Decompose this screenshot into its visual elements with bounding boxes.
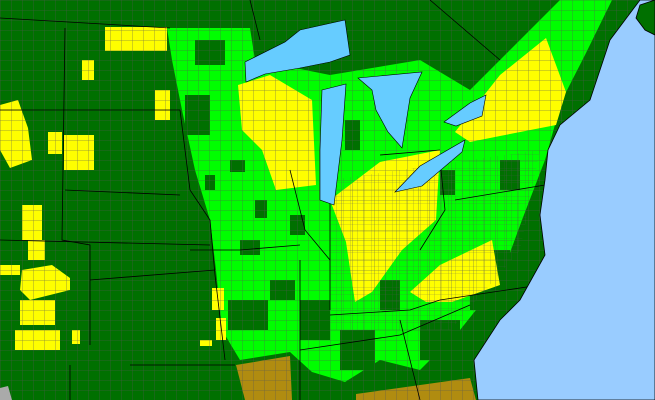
lake-erie <box>394 139 466 193</box>
lake-superior <box>244 19 351 83</box>
island-nova-scotia <box>635 0 655 36</box>
gray-corner <box>0 386 12 400</box>
great-lakes <box>244 19 487 206</box>
lake-ontario <box>443 94 487 127</box>
lake-huron <box>357 71 423 149</box>
ocean <box>473 0 655 400</box>
state-lines <box>0 0 546 400</box>
eastern-county-grid <box>330 150 540 330</box>
lake-michigan <box>319 83 347 206</box>
